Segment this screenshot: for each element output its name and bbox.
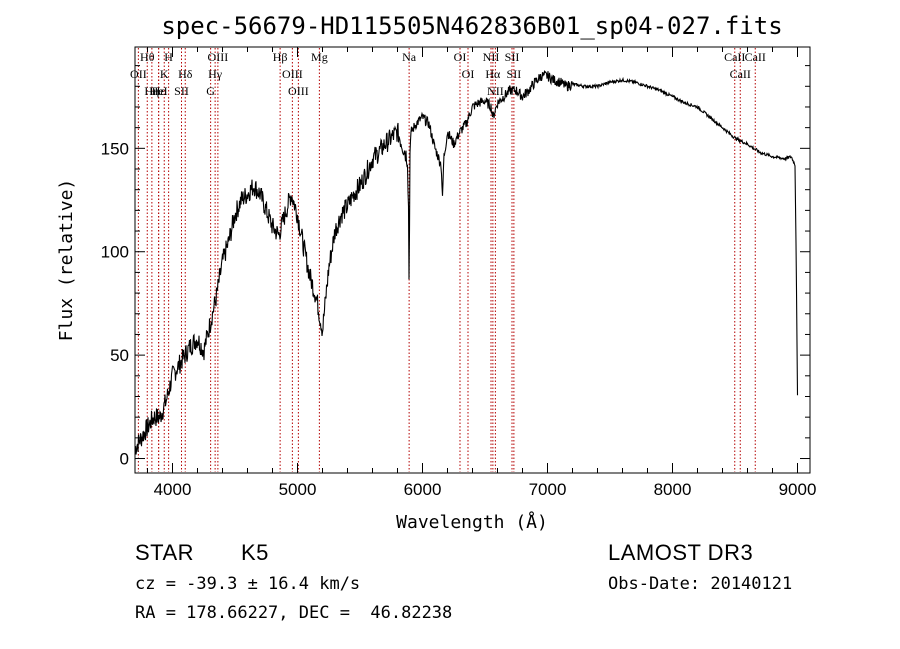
chart-title: spec-56679-HD115505N462836B01_sp04-027.f… <box>161 12 782 40</box>
spectrum-line <box>134 69 799 455</box>
y-tick-label: 0 <box>120 450 129 469</box>
y-axis-label: Flux (relative) <box>56 179 77 342</box>
line-marker-label: K <box>160 67 169 81</box>
line-marker-label: SII <box>505 50 520 64</box>
x-tick-label: 4000 <box>154 480 192 499</box>
line-marker-label: Hγ <box>208 67 223 81</box>
line-marker-label: CaII <box>724 50 745 64</box>
line-marker-label: CaII <box>745 50 766 64</box>
plot-frame <box>134 46 811 474</box>
line-marker-label: Mg <box>311 50 328 64</box>
obs-date: Obs-Date: 20140121 <box>608 574 793 594</box>
line-marker-label: OIII <box>282 67 303 81</box>
line-marker-label: Hθ <box>140 50 155 64</box>
x-tick-label: 6000 <box>404 480 442 499</box>
coordinates: RA = 178.66227, DEC = 46.82238 <box>135 603 453 623</box>
y-axis-ticks: 0 50 100 150 <box>101 65 810 469</box>
line-marker-label: H <box>164 50 173 64</box>
x-tick-label: 5000 <box>279 480 317 499</box>
line-marker-label: NII <box>483 50 500 64</box>
y-tick-label: 50 <box>110 346 129 365</box>
line-marker-label: OIII <box>288 84 309 98</box>
object-subclass: K5 <box>241 540 269 565</box>
line-marker-label: OI <box>454 50 467 64</box>
line-marker-label: G <box>206 84 215 98</box>
x-axis-label: Wavelength (Å) <box>396 511 548 533</box>
line-marker-label: Hδ <box>178 67 193 81</box>
survey-name: LAMOST DR3 <box>608 540 754 565</box>
line-marker-label: CaII <box>730 67 751 81</box>
line-marker-label: OII <box>130 67 147 81</box>
x-tick-label: 8000 <box>654 480 692 499</box>
line-marker-label: SII <box>507 67 522 81</box>
line-marker-label: Hε <box>152 84 166 98</box>
x-tick-label: 9000 <box>779 480 817 499</box>
line-marker-label: HeI <box>150 84 168 98</box>
line-marker-label: Hα <box>485 67 501 81</box>
emission-line-markers <box>137 48 756 472</box>
line-marker-label: Hβ <box>273 50 288 64</box>
y-tick-label: 150 <box>101 139 129 158</box>
line-marker-label: Na <box>402 50 417 64</box>
line-marker-label: OI <box>462 67 475 81</box>
line-marker-label: OIII <box>208 50 229 64</box>
object-class: STAR <box>135 540 195 565</box>
line-marker-label: SII <box>174 84 189 98</box>
y-tick-label: 100 <box>101 243 129 262</box>
x-tick-label: 7000 <box>529 480 567 499</box>
x-axis-ticks: 4000 5000 6000 7000 8000 9000 <box>147 47 817 499</box>
line-marker-label: NII <box>487 84 504 98</box>
redshift-text: cz = -39.3 ± 16.4 km/s <box>135 574 361 594</box>
line-marker-label: Hη <box>144 84 159 98</box>
